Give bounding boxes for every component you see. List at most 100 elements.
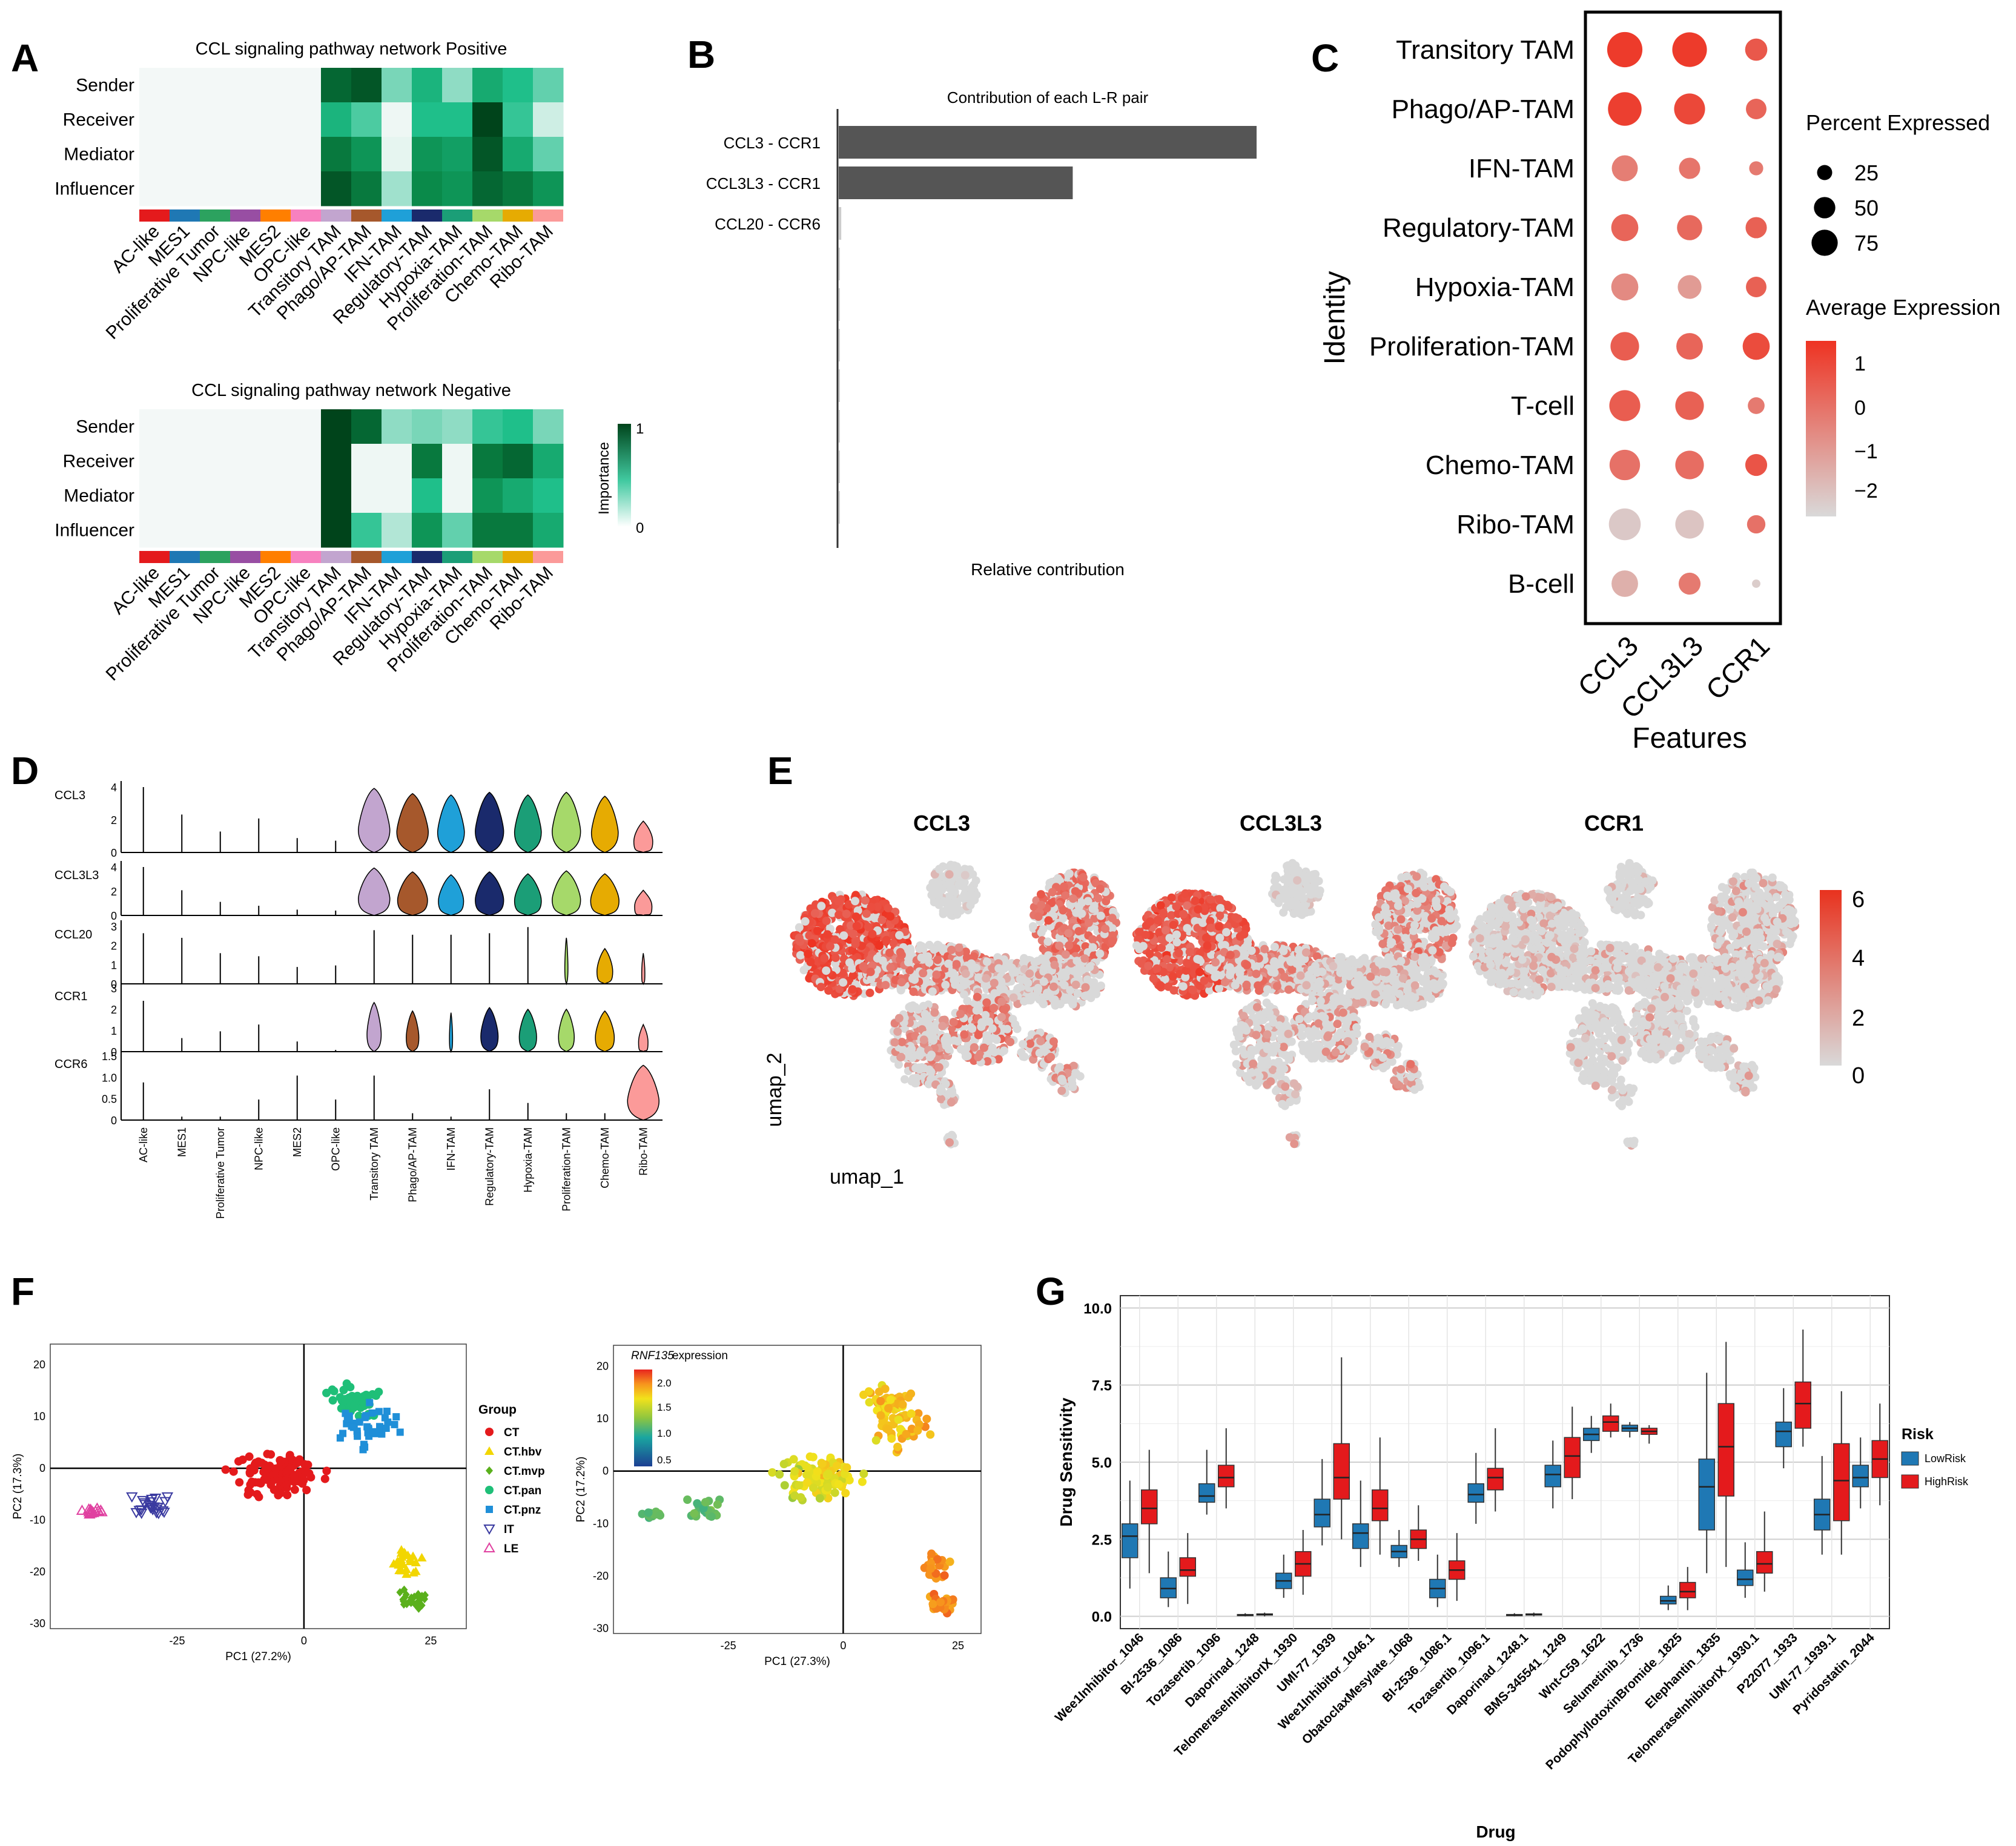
heatmap-cell <box>260 444 291 479</box>
heatmap-cell <box>533 409 564 444</box>
umap-cell-point <box>848 971 858 980</box>
umap-cell-point <box>1071 1070 1080 1079</box>
umap-cell-point <box>1403 940 1412 949</box>
importance-colorbar <box>618 424 631 527</box>
violin-shape <box>438 874 464 916</box>
violin-group-label: Transitory TAM <box>368 1127 380 1201</box>
heatmap-cell <box>170 171 200 206</box>
umap-cell-point <box>1375 926 1383 935</box>
heatmap-row-label: Influencer <box>55 179 134 199</box>
umap-cell-point <box>830 935 839 944</box>
violin-group-label: AC-like <box>137 1127 150 1162</box>
x-axis-label: Relative contribution <box>971 560 1125 579</box>
heatmap-cell <box>260 68 291 103</box>
violin-gene-label: CCL20 <box>55 928 92 941</box>
umap-cell-point <box>927 1050 936 1060</box>
heatmap-cell <box>442 513 473 548</box>
violin-shape <box>406 1010 420 1052</box>
group-color-bar <box>533 551 563 563</box>
violin-y-tick: 0.5 <box>102 1093 117 1106</box>
umap-cell-point <box>1378 940 1387 949</box>
umap-cell-point <box>1068 1079 1077 1088</box>
heatmap-cell <box>472 102 503 137</box>
lr-bar <box>839 288 840 321</box>
violin-shape <box>590 873 620 916</box>
panel-label-g: G <box>1036 1270 1066 1313</box>
heatmap-cell <box>533 68 564 103</box>
expression-dot <box>1676 333 1703 360</box>
heatmap-cell <box>503 137 534 172</box>
umap-cell-point <box>1000 1006 1009 1014</box>
umap-cell-point <box>937 885 946 894</box>
violin-shape <box>634 889 653 916</box>
umap-cell-point <box>1395 989 1404 998</box>
identity-label: Phago/AP-TAM <box>1392 94 1575 124</box>
umap-cell-point <box>909 987 918 996</box>
violin-group-label: Proliferative Tumor <box>214 1127 226 1219</box>
expression-dot <box>1609 390 1641 421</box>
umap-cell-point <box>1226 951 1235 960</box>
umap-cell-point <box>839 931 848 940</box>
violin-shape <box>638 1023 649 1053</box>
umap-cell-point <box>1206 923 1215 932</box>
umap-cell-point <box>1446 914 1455 923</box>
heatmap-cell <box>412 68 443 103</box>
heatmap-cell <box>442 102 473 137</box>
group-color-bar <box>139 551 170 563</box>
umap-cell-point <box>1108 914 1117 923</box>
group-color-bar <box>503 209 533 222</box>
umap-cell-point <box>1380 991 1389 1000</box>
color-legend-tick: −1 <box>1854 440 1878 463</box>
violin-group-label: Chemo-TAM <box>599 1127 611 1188</box>
heatmap-cell <box>321 137 352 172</box>
umap-cell-point <box>971 876 980 885</box>
umap-cell-point <box>1270 943 1279 951</box>
size-legend-dot <box>1814 197 1836 219</box>
umap-cell-point <box>968 962 977 971</box>
umap-cell-point <box>834 897 843 906</box>
identity-label: Proliferation-TAM <box>1369 332 1575 361</box>
umap-cell-point <box>1094 894 1103 903</box>
umap-cell-point <box>1156 981 1165 990</box>
violin-shape <box>396 793 429 853</box>
umap-cell-point <box>1079 873 1088 882</box>
lr-bar <box>839 248 840 280</box>
umap-cell-point <box>1254 981 1263 990</box>
umap-cell-point <box>1279 946 1288 955</box>
heatmap-cell <box>412 478 443 513</box>
umap-cell-point <box>910 975 919 984</box>
umap-cell-point <box>825 942 834 951</box>
expression-dot <box>1745 217 1767 239</box>
group-color-bar <box>170 551 200 563</box>
heatmap-cell <box>291 68 322 103</box>
group-color-bar <box>442 209 472 222</box>
identity-label: T-cell <box>1511 391 1575 421</box>
expression-dot <box>1611 214 1639 242</box>
heatmap-cell <box>139 137 170 172</box>
violin-y-tick: 4 <box>111 782 117 794</box>
expression-dot <box>1611 155 1638 182</box>
umap-cell-point <box>901 1075 909 1084</box>
umap-cell-point <box>1288 859 1297 868</box>
group-color-bar <box>382 209 412 222</box>
group-color-bar <box>472 551 503 563</box>
umap-cell-point <box>1061 950 1070 959</box>
heatmap-cell <box>412 171 443 206</box>
umap-cell-point <box>804 949 813 958</box>
umap-cell-point <box>867 903 876 912</box>
umap-cell-point <box>851 897 859 906</box>
violin-y-tick: 2 <box>111 1004 117 1016</box>
size-legend-label: 50 <box>1854 196 1879 220</box>
color-legend-tick: 1 <box>1854 352 1866 375</box>
umap-cell-point <box>1034 984 1043 992</box>
violin-y-tick: 2 <box>111 814 117 826</box>
umap-cell-point <box>1379 968 1388 977</box>
umap-cell-point <box>972 1006 981 1015</box>
heatmap-cell <box>382 444 412 479</box>
umap-cell-point <box>982 974 991 983</box>
violin-plot-stack: CCL3420CCL3L3420CCL203210CCR13210CCR61.5… <box>55 781 663 1219</box>
umap-cell-point <box>851 912 861 921</box>
violin-gene-label: CCL3 <box>55 789 85 802</box>
group-color-bar <box>200 209 230 222</box>
umap-cell-point <box>1222 928 1231 937</box>
